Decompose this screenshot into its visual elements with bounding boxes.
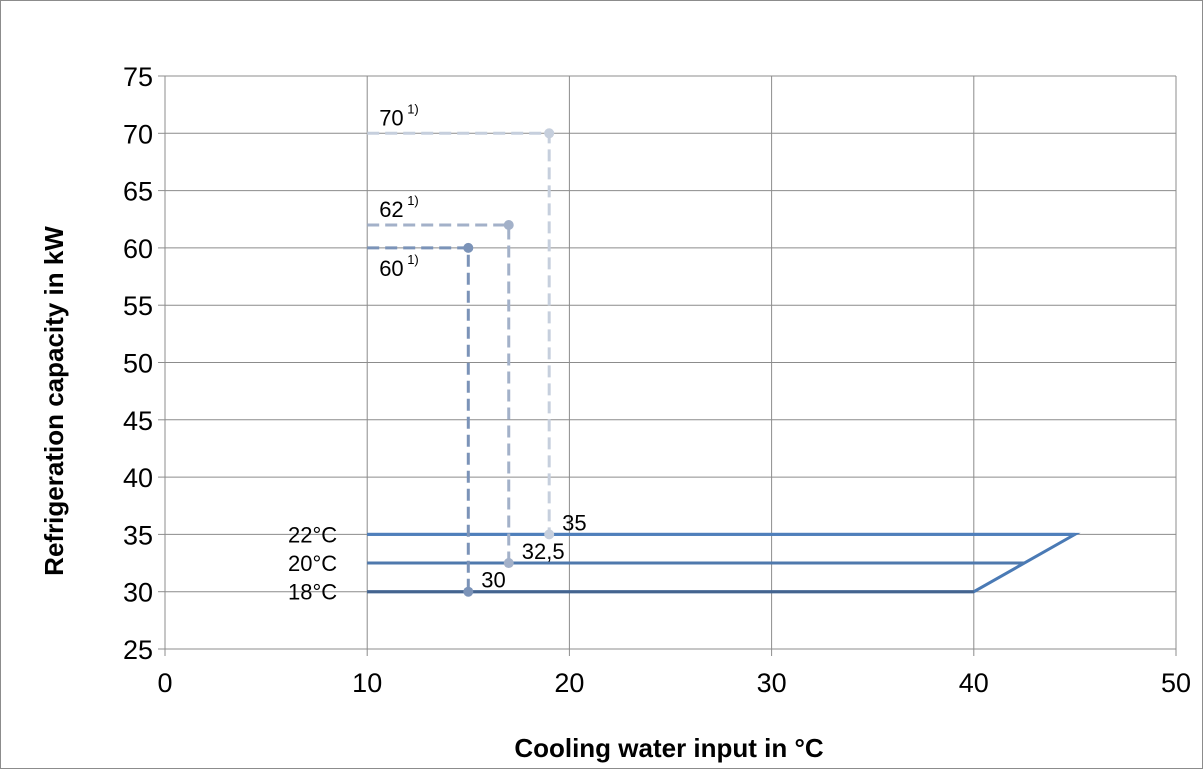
grid-lines <box>164 75 1177 650</box>
y-tick-label: 70 <box>123 119 153 149</box>
x-tick-label: 20 <box>554 668 584 698</box>
series-label: 22°C <box>288 522 337 547</box>
y-tick-label: 35 <box>123 520 153 550</box>
marker-value-label: 30 <box>481 568 505 593</box>
y-tick-label: 45 <box>123 406 153 436</box>
dashed-guide <box>367 131 551 535</box>
footnote-marker: 1) <box>407 101 419 116</box>
marker-value-label: 32,5 <box>522 539 565 564</box>
peak-value-label: 62 <box>379 197 403 222</box>
x-tick-label: 10 <box>352 668 382 698</box>
x-tick-label: 30 <box>757 668 787 698</box>
y-tick-label: 55 <box>123 291 153 321</box>
annotations: 18°C 20°C 22°C 30 60 1) 32,5 62 1) 35 70 1) <box>288 101 587 604</box>
y-tick-label: 50 <box>123 349 153 379</box>
markers <box>463 128 555 597</box>
peak-marker-point <box>544 128 555 139</box>
peak-marker-point <box>463 242 474 253</box>
marker-point <box>463 586 474 597</box>
y-axis-title: Refrigeration capacity in kW <box>39 226 69 576</box>
plot-axes <box>158 75 1177 656</box>
peak-value-label: 60 <box>379 256 403 281</box>
y-tick-label: 75 <box>123 62 153 92</box>
x-tick-label: 0 <box>157 668 172 698</box>
dashed-guide <box>367 223 511 564</box>
marker-value-label: 35 <box>562 510 586 535</box>
peak-marker-point <box>503 219 514 230</box>
y-tick-label: 60 <box>123 234 153 264</box>
series-layer <box>367 532 1081 594</box>
series-label: 18°C <box>288 580 337 605</box>
peak-value-label: 70 <box>379 105 403 130</box>
x-tick-label: 40 <box>959 668 989 698</box>
marker-point <box>503 558 514 569</box>
x-axis-title: Cooling water input in °C <box>514 733 824 763</box>
marker-point <box>544 529 555 540</box>
footnote-marker: 1) <box>407 193 419 208</box>
y-tick-label: 40 <box>123 463 153 493</box>
y-tick-label: 25 <box>123 635 153 665</box>
y-tick-label: 65 <box>123 177 153 207</box>
footnote-marker: 1) <box>407 252 419 267</box>
tick-labels: 25 30 35 40 45 50 55 60 65 70 75 0 10 20 30 40 50 <box>123 62 1191 698</box>
series-label: 20°C <box>288 551 337 576</box>
y-tick-label: 30 <box>123 578 153 608</box>
x-tick-label: 50 <box>1161 668 1191 698</box>
